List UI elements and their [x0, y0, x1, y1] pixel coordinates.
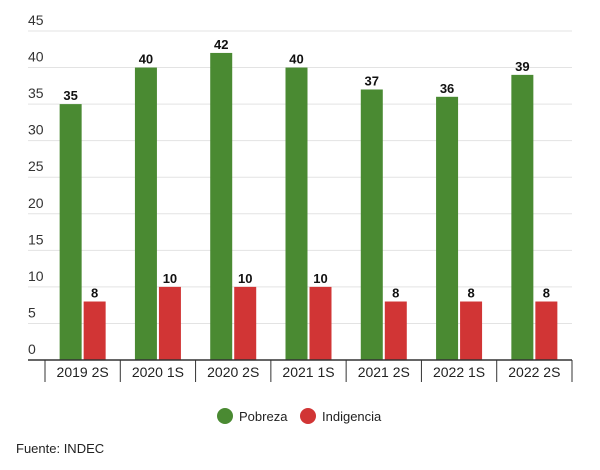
y-tick-label: 5 — [28, 304, 36, 320]
bar-pobreza — [436, 96, 459, 361]
bar-pobreza — [210, 52, 233, 360]
legend-marker-indigencia — [300, 408, 316, 424]
bar-pobreza — [285, 67, 308, 361]
data-label-indigencia: 10 — [313, 271, 327, 286]
bar-pobreza — [511, 74, 534, 360]
x-tick-label: 2022 2S — [508, 364, 560, 380]
y-tick-label: 0 — [28, 341, 36, 357]
data-label-indigencia: 8 — [467, 286, 474, 301]
x-tick-label: 2020 1S — [132, 364, 184, 380]
data-label-pobreza: 40 — [139, 52, 153, 67]
data-label-indigencia: 8 — [543, 286, 550, 301]
data-label-indigencia: 8 — [91, 286, 98, 301]
y-tick-label: 45 — [28, 12, 44, 28]
bar-pobreza — [59, 104, 82, 360]
bar-pobreza — [360, 89, 383, 360]
data-label-indigencia: 8 — [392, 286, 399, 301]
data-label-pobreza: 37 — [365, 73, 379, 88]
data-label-indigencia: 10 — [163, 271, 177, 286]
bar-indigencia — [535, 301, 558, 360]
legend-label-pobreza: Pobreza — [239, 409, 288, 424]
bar-indigencia — [309, 286, 332, 360]
bar-indigencia — [460, 301, 483, 360]
bar-indigencia — [158, 286, 181, 360]
y-axis: 0 5 10 15 20 25 30 35 40 45 — [28, 12, 44, 357]
legend-marker-pobreza — [217, 408, 233, 424]
data-label-pobreza: 39 — [515, 59, 529, 74]
bar-pobreza — [134, 67, 157, 361]
y-tick-label: 30 — [28, 122, 44, 138]
y-tick-label: 15 — [28, 231, 44, 247]
y-tick-label: 40 — [28, 49, 44, 65]
data-label-pobreza: 36 — [440, 81, 454, 96]
y-tick-label: 10 — [28, 268, 44, 284]
legend-label-indigencia: Indigencia — [322, 409, 382, 424]
source-note: Fuente: INDEC — [16, 441, 104, 456]
data-label-pobreza: 40 — [289, 52, 303, 67]
bar-indigencia — [83, 301, 106, 360]
bar-indigencia — [234, 286, 257, 360]
y-tick-label: 35 — [28, 85, 44, 101]
data-label-indigencia: 10 — [238, 271, 252, 286]
bars — [59, 52, 558, 361]
y-tick-label: 25 — [28, 158, 44, 174]
y-tick-label: 20 — [28, 195, 44, 211]
data-label-pobreza: 35 — [63, 88, 77, 103]
data-labels: 35 8 40 10 42 10 40 10 37 8 36 8 39 8 — [63, 37, 550, 301]
bar-indigencia — [384, 301, 407, 360]
data-label-pobreza: 42 — [214, 37, 228, 52]
x-tick-label: 2021 1S — [282, 364, 334, 380]
x-tick-label: 2019 2S — [57, 364, 109, 380]
x-tick-label: 2021 2S — [358, 364, 410, 380]
x-tick-label: 2022 1S — [433, 364, 485, 380]
x-tick-label: 2020 2S — [207, 364, 259, 380]
legend: Pobreza Indigencia — [217, 408, 382, 424]
x-axis: 2019 2S 2020 1S 2020 2S 2021 1S 2021 2S 2022 … — [28, 359, 573, 382]
